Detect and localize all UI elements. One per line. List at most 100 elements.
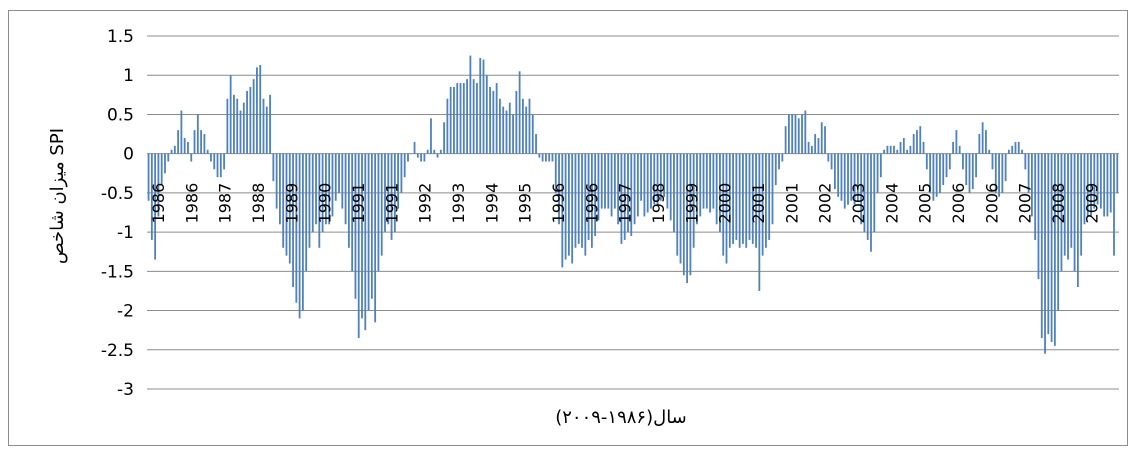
bar xyxy=(482,59,485,154)
bar xyxy=(617,153,620,225)
x-tick-label: 1986 xyxy=(149,183,168,224)
bar xyxy=(338,153,340,193)
bar xyxy=(344,153,347,225)
bar xyxy=(1047,153,1050,335)
x-tick-label: 1996 xyxy=(549,183,568,224)
bar xyxy=(886,145,889,154)
bar xyxy=(581,153,583,248)
bar xyxy=(824,126,826,154)
bar xyxy=(308,153,311,248)
bar xyxy=(1067,153,1069,260)
bar xyxy=(413,141,416,154)
bar xyxy=(1099,153,1102,209)
bar xyxy=(236,98,239,154)
bar xyxy=(968,153,971,193)
x-tick-label: 2009 xyxy=(1082,183,1101,224)
bar xyxy=(380,153,383,256)
bar xyxy=(873,153,876,233)
bar xyxy=(1083,153,1086,225)
bar xyxy=(495,83,498,154)
bar xyxy=(893,145,895,154)
bar xyxy=(735,153,738,240)
bar xyxy=(544,153,547,162)
bar xyxy=(180,110,183,154)
bar xyxy=(945,153,948,178)
bar xyxy=(469,55,472,154)
bar xyxy=(958,145,961,154)
bar xyxy=(564,153,567,260)
bar xyxy=(883,149,886,154)
bar xyxy=(646,153,649,213)
bar xyxy=(190,153,193,162)
bar xyxy=(400,153,403,193)
x-tick-label: 1991 xyxy=(349,183,368,224)
x-tick-label: 2006 xyxy=(982,183,1001,224)
bar xyxy=(265,106,268,154)
bar xyxy=(1044,153,1046,354)
bar xyxy=(328,153,331,225)
chart-frame: 1.5 1 0.5 0 -0.5 -1 -1.5 -2 -2.5 -3 1986 1986 1987 1… xyxy=(8,10,1128,446)
bar xyxy=(331,153,334,217)
bar xyxy=(985,130,987,154)
bar xyxy=(1113,153,1115,256)
bar xyxy=(423,153,426,162)
bar xyxy=(364,153,367,331)
bar xyxy=(853,153,856,205)
bar xyxy=(249,86,252,154)
bar xyxy=(374,153,377,323)
bar xyxy=(446,98,449,154)
bar xyxy=(324,153,327,225)
bar xyxy=(567,153,570,256)
x-tick-label: 2002 xyxy=(816,183,835,224)
bar xyxy=(321,153,324,233)
bar xyxy=(673,153,675,233)
x-tick-label: 2005 xyxy=(916,183,935,224)
bar xyxy=(164,153,166,174)
bar xyxy=(971,153,974,189)
bar xyxy=(879,153,882,178)
bar xyxy=(259,65,262,154)
bar xyxy=(975,153,977,178)
x-tick-label: 1994 xyxy=(482,183,501,224)
bar xyxy=(728,153,731,248)
bar xyxy=(699,153,702,217)
bar xyxy=(820,122,823,154)
bar xyxy=(233,94,235,154)
bar xyxy=(515,90,518,154)
bar xyxy=(870,153,872,252)
bar xyxy=(1024,153,1027,170)
bar xyxy=(939,153,941,193)
bar xyxy=(1030,153,1033,217)
bar xyxy=(922,141,925,154)
bar xyxy=(994,153,997,193)
bar xyxy=(912,134,915,154)
bar xyxy=(607,153,610,209)
bar xyxy=(597,153,600,221)
x-tick-label: 2007 xyxy=(1016,183,1035,224)
bar xyxy=(1053,153,1056,346)
bar xyxy=(738,153,741,248)
bar xyxy=(334,153,337,201)
bar xyxy=(187,141,189,154)
x-tick-label: 1997 xyxy=(616,183,635,224)
bar xyxy=(433,149,436,154)
bar xyxy=(407,153,409,162)
bar xyxy=(1073,153,1076,272)
bar xyxy=(538,153,541,158)
bar xyxy=(1096,153,1099,205)
bar xyxy=(1109,153,1112,213)
bar xyxy=(528,98,531,154)
bar xyxy=(1050,153,1053,342)
bar xyxy=(183,137,186,154)
bar xyxy=(351,153,354,272)
bar xyxy=(925,153,928,170)
bar xyxy=(301,153,304,311)
bar xyxy=(531,114,534,154)
bar xyxy=(981,122,984,154)
bar xyxy=(561,153,564,268)
bar xyxy=(347,153,350,248)
bar xyxy=(449,86,452,154)
bar xyxy=(604,153,606,209)
bar xyxy=(899,141,902,154)
bar xyxy=(942,153,945,186)
